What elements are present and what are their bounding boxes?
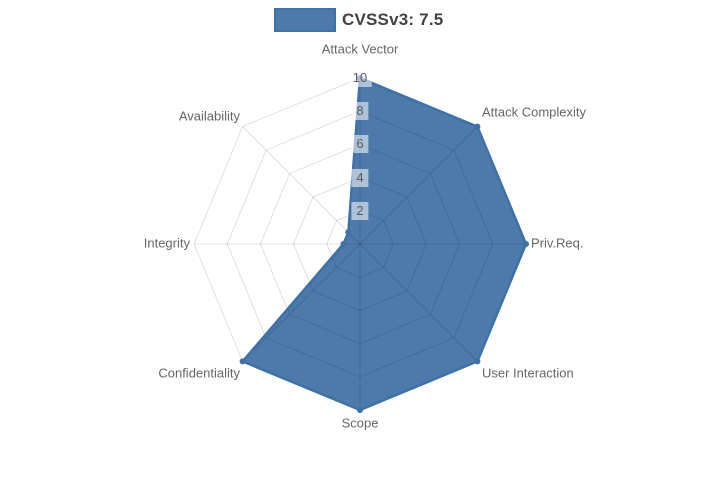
legend[interactable]: CVSSv3: 7.5 bbox=[274, 8, 443, 32]
axis-label-confidentiality: Confidentiality bbox=[158, 365, 240, 381]
radial-tick-4: 4 bbox=[351, 168, 369, 187]
radial-tick-6: 6 bbox=[351, 135, 369, 154]
radial-tick-2: 2 bbox=[351, 201, 369, 220]
axis-label-attack-complexity: Attack Complexity bbox=[482, 104, 587, 120]
axis-label-user-interaction: User Interaction bbox=[482, 365, 574, 381]
radial-tick-10: 10 bbox=[347, 69, 373, 87]
axis-label-scope: Scope bbox=[341, 415, 379, 431]
axis-label-availability: Availability bbox=[178, 108, 240, 124]
radar-fill bbox=[242, 78, 526, 410]
axis-label-attack-vector: Attack Vector bbox=[321, 41, 399, 57]
axis-label-priv-req: Priv.Req. bbox=[531, 235, 584, 251]
axis-label-integrity: Integrity bbox=[143, 235, 190, 251]
legend-swatch[interactable] bbox=[274, 8, 336, 32]
radial-tick-8: 8 bbox=[351, 102, 369, 121]
legend-label[interactable]: CVSSv3: 7.5 bbox=[342, 10, 444, 29]
